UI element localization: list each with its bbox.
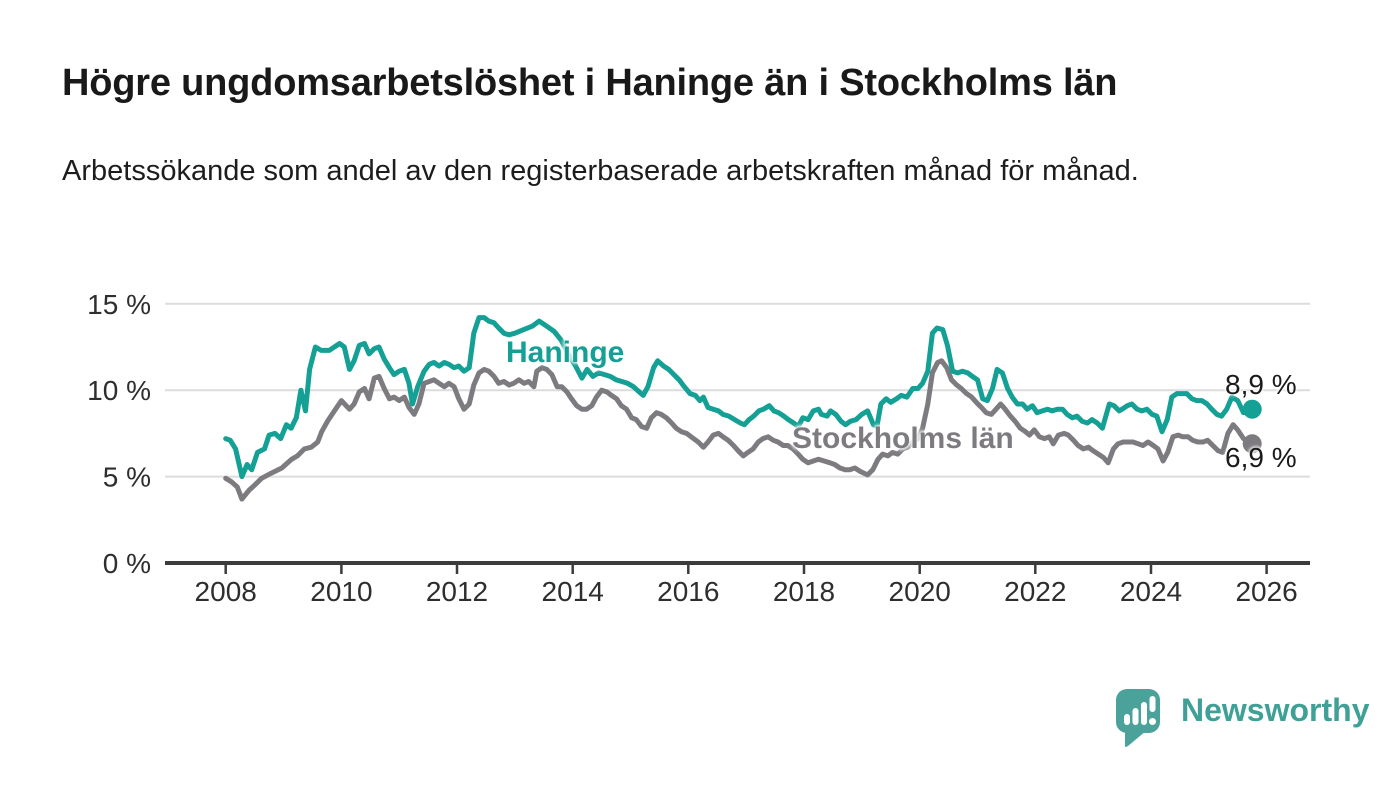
x-axis-tick-label: 2008 xyxy=(195,576,257,607)
end-value-label-haninge: 8,9 % xyxy=(1225,369,1297,400)
y-axis-tick-label: 15 % xyxy=(87,289,151,320)
x-axis-tick-label: 2010 xyxy=(310,576,372,607)
x-axis-tick-label: 2018 xyxy=(773,576,835,607)
x-axis-tick-label: 2024 xyxy=(1120,576,1182,607)
x-axis-tick-label: 2026 xyxy=(1235,576,1297,607)
x-axis-tick-label: 2020 xyxy=(889,576,951,607)
x-axis-tick-label: 2014 xyxy=(542,576,604,607)
y-axis-tick-label: 5 % xyxy=(103,462,151,493)
chart-subtitle: Arbetssökande som andel av den registerb… xyxy=(62,155,1139,187)
series-label-haninge: Haninge xyxy=(506,336,625,369)
chart-title: Högre ungdomsarbetslöshet i Haninge än i… xyxy=(62,62,1118,104)
x-axis-tick-label: 2016 xyxy=(657,576,719,607)
newsworthy-logo-icon xyxy=(1116,689,1160,747)
series-line-stockholms-l-n xyxy=(223,358,1255,502)
series-end-dot-stockholms-l-n xyxy=(1242,434,1262,454)
x-axis-tick-label: 2012 xyxy=(426,576,488,607)
y-axis-tick-label: 10 % xyxy=(87,375,151,406)
newsworthy-wordmark: Newsworthy xyxy=(1181,692,1370,728)
y-axis-tick-label: 0 % xyxy=(103,548,151,579)
series-end-dot-haninge xyxy=(1242,399,1262,419)
x-axis-tick-label: 2022 xyxy=(1004,576,1066,607)
end-value-label-stockholms-lan: 6,9 % xyxy=(1225,442,1297,473)
series-label-stockholms-lan: Stockholms län xyxy=(792,422,1014,455)
series-line-haninge xyxy=(223,315,1255,480)
